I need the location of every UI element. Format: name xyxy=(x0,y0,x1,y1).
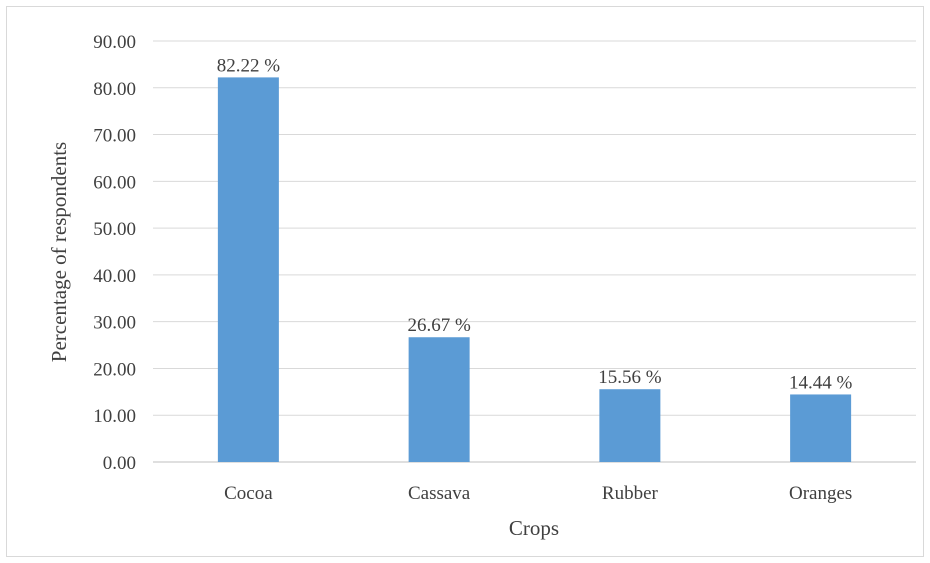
y-axis-tick-labels: 0.00 10.00 20.00 30.00 40.00 50.00 60.00 70.00 8… xyxy=(93,32,136,474)
y-axis-title: Percentage of respondents xyxy=(47,142,71,362)
x-tick-label: Cassava xyxy=(408,483,471,504)
x-tick-label: Oranges xyxy=(789,483,852,504)
bar-rubber xyxy=(599,389,661,462)
data-label: 26.67 % xyxy=(407,315,471,336)
bar-cocoa xyxy=(217,77,279,462)
x-axis-tick-labels: Cocoa Cassava Rubber Oranges xyxy=(224,483,852,504)
bars xyxy=(217,77,852,462)
y-tick-label: 30.00 xyxy=(93,313,136,334)
x-tick-label: Rubber xyxy=(602,483,659,504)
chart-frame xyxy=(6,6,924,557)
bar-oranges xyxy=(790,394,852,462)
data-labels: 82.22 % 26.67 % 15.56 % 14.44 % xyxy=(217,55,853,393)
y-tick-label: 90.00 xyxy=(93,32,136,53)
y-tick-label: 60.00 xyxy=(93,172,136,193)
bar-cassava xyxy=(408,337,470,462)
data-label: 14.44 % xyxy=(789,372,853,393)
y-tick-label: 70.00 xyxy=(93,126,136,147)
y-tick-label: 40.00 xyxy=(93,266,136,287)
y-tick-label: 20.00 xyxy=(93,359,136,380)
data-label: 82.22 % xyxy=(217,55,281,76)
y-tick-label: 80.00 xyxy=(93,79,136,100)
x-tick-label: Cocoa xyxy=(224,483,273,504)
y-tick-label: 50.00 xyxy=(93,219,136,240)
data-label: 15.56 % xyxy=(598,367,662,388)
x-axis-title: Crops xyxy=(509,516,559,540)
y-tick-label: 10.00 xyxy=(93,406,136,427)
gridlines xyxy=(153,40,916,463)
y-tick-label: 0.00 xyxy=(103,453,136,474)
